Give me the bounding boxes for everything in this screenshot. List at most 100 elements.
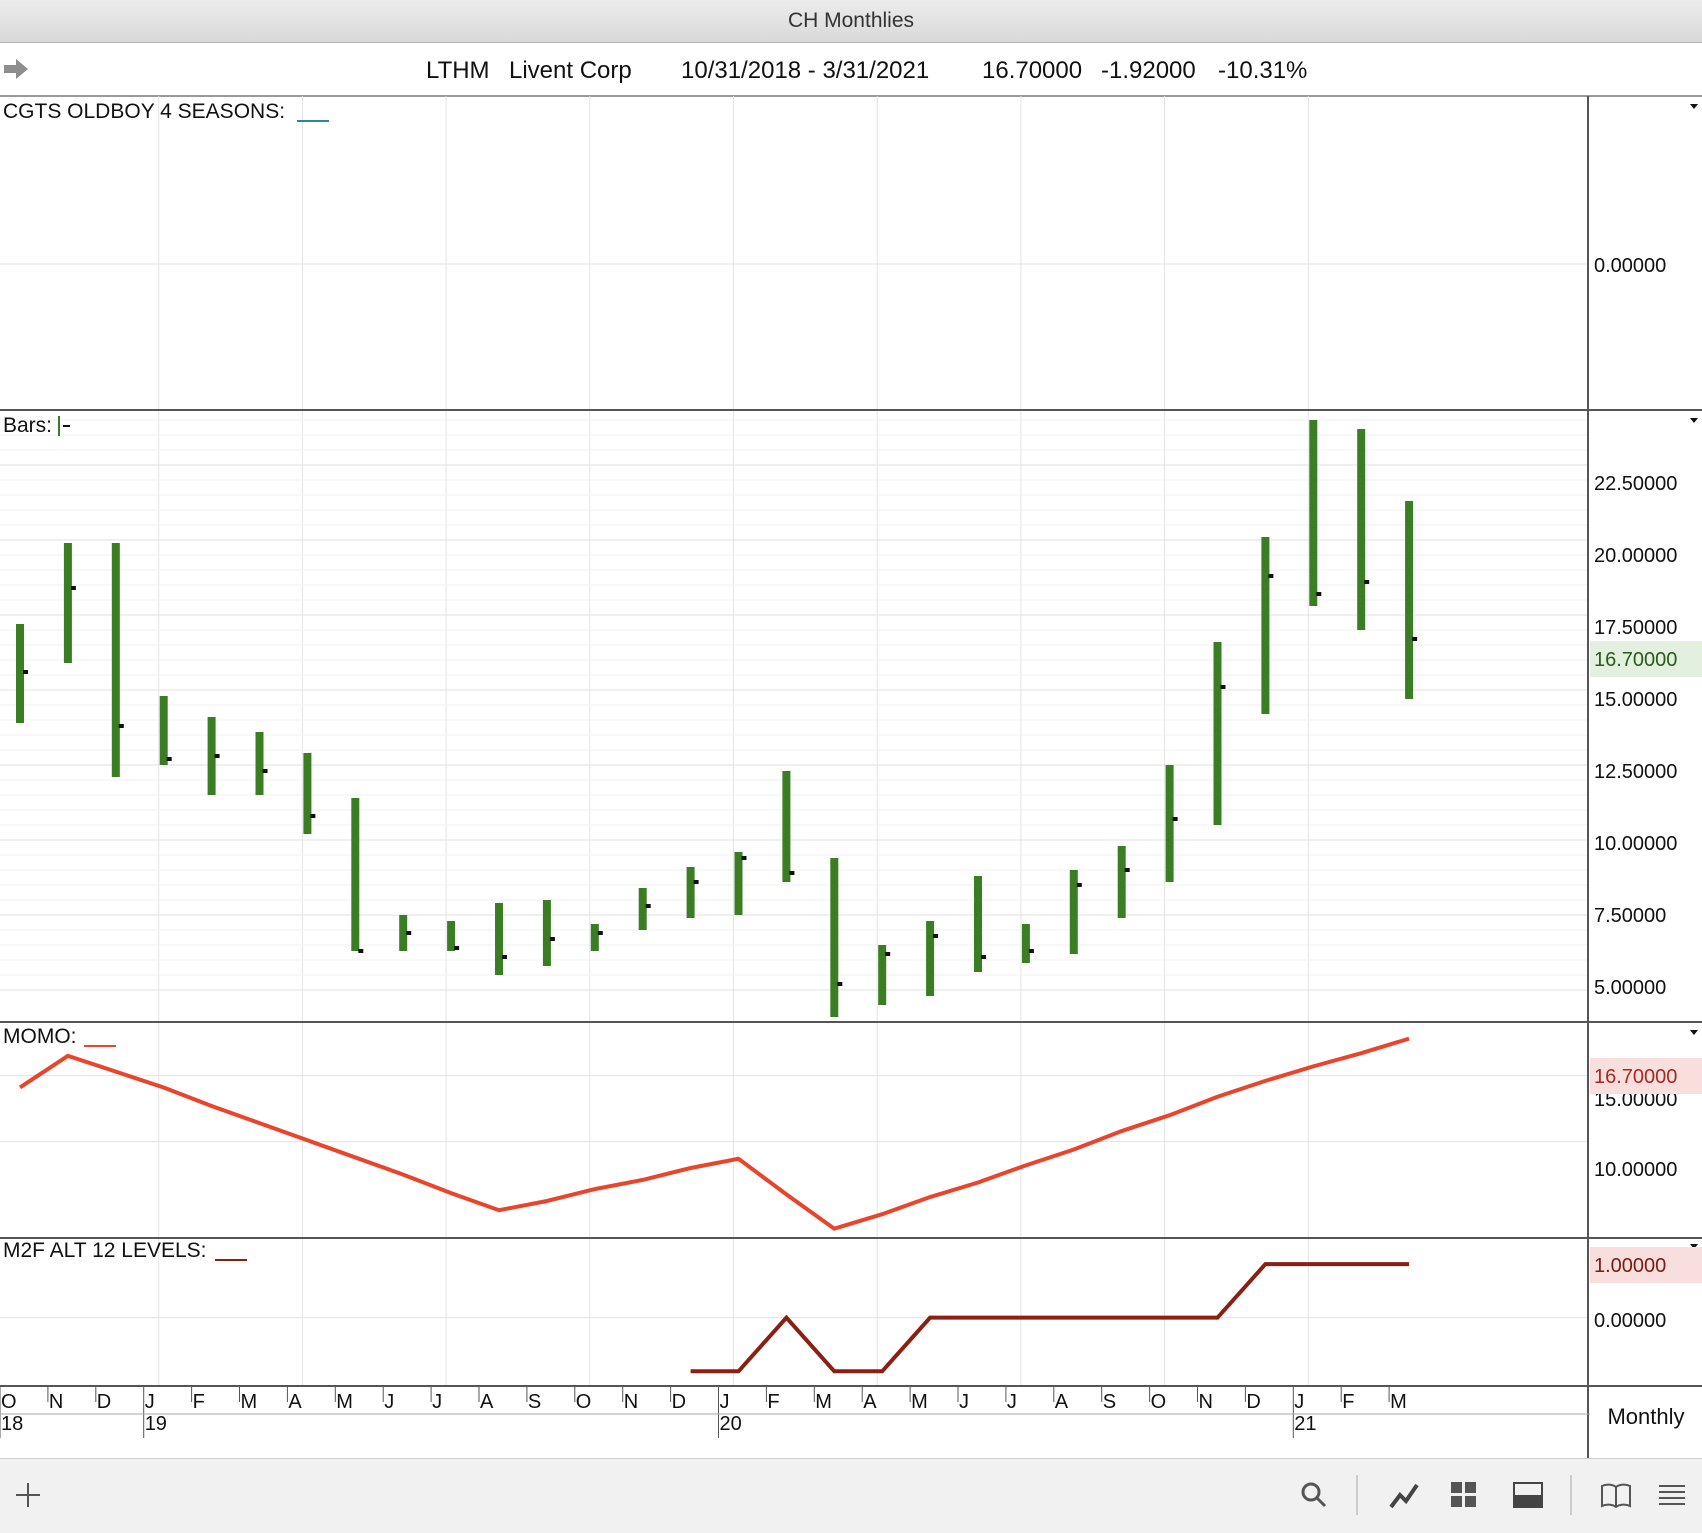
close-tick xyxy=(1268,574,1274,578)
month-label: D xyxy=(672,1391,686,1413)
bars-tick-label: 22.50000 xyxy=(1594,473,1677,495)
close-tick xyxy=(981,955,986,959)
momo-tick-label: 15.00000 xyxy=(1594,1089,1677,1111)
ohlc-bar xyxy=(63,543,72,663)
month-label: A xyxy=(288,1391,302,1413)
seasons-panel-label[interactable]: CGTS OLDBOY 4 SEASONS: xyxy=(3,100,285,123)
ohlc-bar xyxy=(1069,870,1078,954)
close-tick xyxy=(502,955,507,959)
panel-frames xyxy=(0,96,1702,1458)
month-label: M xyxy=(1390,1391,1407,1413)
add-icon[interactable] xyxy=(14,1481,42,1514)
ohlc-bar xyxy=(974,876,982,972)
close-tick xyxy=(1172,817,1178,821)
symbol-info-bar: LTHM Livent Corp 10/31/2018 - 3/31/2021 … xyxy=(0,43,1702,97)
panel-layout-icon[interactable] xyxy=(1512,1481,1544,1514)
toolbar-divider xyxy=(1356,1475,1358,1515)
ohlc-bar xyxy=(734,852,743,915)
toolbar-divider xyxy=(1570,1475,1572,1515)
ticker-symbol[interactable]: LTHM xyxy=(426,57,490,84)
bottom-toolbar xyxy=(0,1458,1702,1533)
month-label: J xyxy=(384,1391,394,1413)
bars-tick-label: 15.00000 xyxy=(1594,689,1677,711)
close-tick xyxy=(262,769,268,773)
percent-change: -10.31% xyxy=(1218,57,1308,84)
year-label: 21 xyxy=(1294,1413,1316,1435)
momo-panel-label[interactable]: MOMO: xyxy=(3,1025,77,1048)
ohlc-bar xyxy=(399,915,408,951)
ohlc-bar xyxy=(638,888,647,930)
close-tick xyxy=(933,934,939,938)
close-tick xyxy=(645,904,651,908)
month-label: O xyxy=(1151,1391,1167,1413)
close-tick xyxy=(1076,883,1082,887)
month-label: M xyxy=(336,1391,353,1413)
ohlc-bar xyxy=(542,900,551,966)
search-icon[interactable] xyxy=(1300,1481,1328,1514)
bars-tick-label: 7.50000 xyxy=(1594,905,1666,927)
month-label: J xyxy=(720,1391,730,1413)
m2f-line xyxy=(690,1262,1410,1374)
close-tick xyxy=(166,757,172,761)
ohlc-bar xyxy=(351,798,360,951)
m2f-tick-label: 0.00000 xyxy=(1594,1310,1666,1332)
seasons-menu-caret-icon[interactable] xyxy=(1690,104,1698,109)
month-label: D xyxy=(1246,1391,1260,1413)
period-selector[interactable]: Monthly xyxy=(1590,1397,1702,1437)
year-label: 18 xyxy=(1,1413,23,1435)
close-tick xyxy=(693,880,699,884)
close-tick xyxy=(1412,637,1418,641)
bars-last-badge xyxy=(1590,641,1702,677)
ohlc-bar xyxy=(111,543,120,777)
month-label: F xyxy=(767,1391,779,1413)
close-tick xyxy=(837,982,843,986)
close-tick xyxy=(741,856,747,860)
month-label: O xyxy=(1,1391,17,1413)
ohlc-bar xyxy=(495,903,503,975)
month-label: N xyxy=(49,1391,63,1413)
year-label: 19 xyxy=(145,1413,167,1435)
ohlc-bar xyxy=(207,717,216,795)
month-label: D xyxy=(97,1391,111,1413)
ohlc-bar xyxy=(782,771,791,882)
ohlc-bar xyxy=(1357,429,1366,630)
bars-menu-caret-icon[interactable] xyxy=(1690,418,1698,423)
bars-panel-label[interactable]: Bars: xyxy=(3,414,52,437)
chart-canvas[interactable]: CGTS OLDBOY 4 SEASONS: Bars: MOMO: M2F A… xyxy=(0,96,1702,1458)
close-tick xyxy=(118,724,124,728)
momo-last-value: 16.70000 xyxy=(1594,1066,1677,1088)
book-icon[interactable] xyxy=(1600,1481,1632,1514)
ohlc-bar xyxy=(1309,420,1318,606)
close-tick xyxy=(23,670,28,674)
date-range: 10/31/2018 - 3/31/2021 xyxy=(681,57,930,84)
month-label: S xyxy=(1103,1391,1116,1413)
momo-last-badge xyxy=(1590,1058,1702,1094)
month-label: M xyxy=(815,1391,832,1413)
m2f-menu-caret-icon[interactable] xyxy=(1690,1244,1698,1249)
bars-tick-label: 20.00000 xyxy=(1594,545,1677,567)
momo-series xyxy=(18,1036,1410,1231)
month-label: J xyxy=(959,1391,969,1413)
month-label: A xyxy=(480,1391,494,1413)
forward-arrow-icon[interactable] xyxy=(2,57,30,86)
close-tick xyxy=(406,931,412,935)
month-label: M xyxy=(911,1391,928,1413)
month-label: J xyxy=(145,1391,155,1413)
m2f-last-badge xyxy=(1590,1247,1702,1283)
line-chart-icon[interactable] xyxy=(1388,1479,1420,1516)
close-tick xyxy=(70,586,76,590)
momo-tick-label: 10.00000 xyxy=(1594,1159,1677,1181)
grid-layout-icon[interactable] xyxy=(1450,1481,1478,1514)
m2f-panel-label[interactable]: M2F ALT 12 LEVELS: xyxy=(3,1239,207,1262)
bars-tick-label: 17.50000 xyxy=(1594,617,1677,639)
month-label: O xyxy=(576,1391,592,1413)
ohlc-bar xyxy=(686,867,695,918)
net-change: -1.92000 xyxy=(1101,57,1196,84)
month-label: M xyxy=(241,1391,258,1413)
menu-icon[interactable] xyxy=(1658,1483,1686,1512)
grid-lines xyxy=(0,96,1588,1386)
close-tick xyxy=(1028,949,1034,953)
company-name: Livent Corp xyxy=(509,57,632,84)
close-tick xyxy=(214,754,220,758)
momo-menu-caret-icon[interactable] xyxy=(1690,1030,1698,1035)
